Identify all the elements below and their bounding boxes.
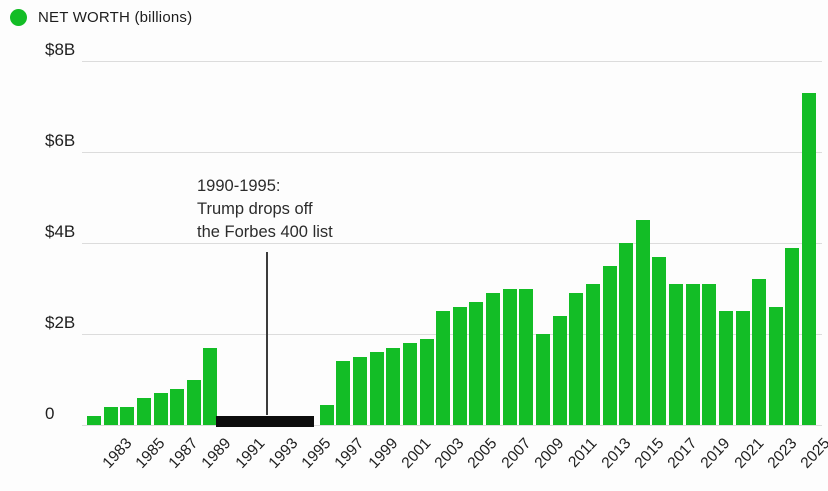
annotation-callout: 1990-1995: Trump drops off the Forbes 40… xyxy=(197,175,333,244)
bar-2006 xyxy=(486,293,501,425)
bar-1982 xyxy=(87,415,101,425)
bar-2023 xyxy=(768,306,783,425)
bar-2009 xyxy=(536,334,550,425)
bar-2024 xyxy=(785,247,800,425)
bar-2014 xyxy=(619,243,634,425)
legend-label: NET WORTH (billions) xyxy=(38,9,193,26)
bar-2013 xyxy=(602,265,617,425)
bar-2017 xyxy=(669,283,684,425)
bar-2007 xyxy=(502,288,517,425)
bar-1983 xyxy=(103,406,118,425)
bar-2001 xyxy=(402,343,417,425)
bar-1987 xyxy=(170,388,185,425)
annotation-pointer-line xyxy=(266,252,268,415)
annotation-line-1: 1990-1995: xyxy=(197,177,281,195)
bar-2019 xyxy=(702,283,717,425)
off-forbes-list-bar xyxy=(216,416,315,427)
bar-1997 xyxy=(336,361,351,425)
bar-2004 xyxy=(452,306,467,425)
bar-1996 xyxy=(319,404,334,425)
bar-1985 xyxy=(136,397,151,425)
bar-2015 xyxy=(635,220,650,425)
bar-2012 xyxy=(585,283,600,425)
ytick-label-0b: 0 xyxy=(45,404,55,423)
bar-2025 xyxy=(802,92,817,425)
legend-dot-icon xyxy=(10,9,27,26)
bar-1998 xyxy=(353,356,368,425)
annotation-line-2: Trump drops off xyxy=(197,200,313,218)
bar-1989 xyxy=(203,347,218,425)
bar-2003 xyxy=(436,311,451,425)
ytick-label-6b: $6B xyxy=(45,131,76,150)
bar-1986 xyxy=(153,393,168,425)
bar-2005 xyxy=(469,302,484,425)
gridline-4b xyxy=(82,243,822,244)
bar-1984 xyxy=(120,406,135,425)
bar-2010 xyxy=(552,315,567,425)
bar-2011 xyxy=(569,293,584,425)
bar-2008 xyxy=(519,288,534,425)
ytick-label-2b: $2B xyxy=(45,313,76,332)
ytick-label-8b: $8B xyxy=(45,40,76,59)
legend: NET WORTH (billions) xyxy=(10,9,192,26)
bar-2020 xyxy=(718,311,733,425)
bar-2018 xyxy=(685,283,700,425)
bar-1988 xyxy=(186,379,201,425)
gridline-2b xyxy=(82,334,822,335)
gridline-0b xyxy=(82,425,822,426)
bar-1999 xyxy=(369,352,384,425)
bar-2022 xyxy=(752,279,767,425)
gridline-6b xyxy=(82,152,822,153)
bar-2021 xyxy=(735,311,750,425)
gridline-8b xyxy=(82,61,822,62)
bar-2000 xyxy=(386,347,401,425)
ytick-label-4b: $4B xyxy=(45,222,76,241)
bar-2002 xyxy=(419,338,434,425)
annotation-line-3: the Forbes 400 list xyxy=(197,223,333,241)
bar-2016 xyxy=(652,256,667,425)
